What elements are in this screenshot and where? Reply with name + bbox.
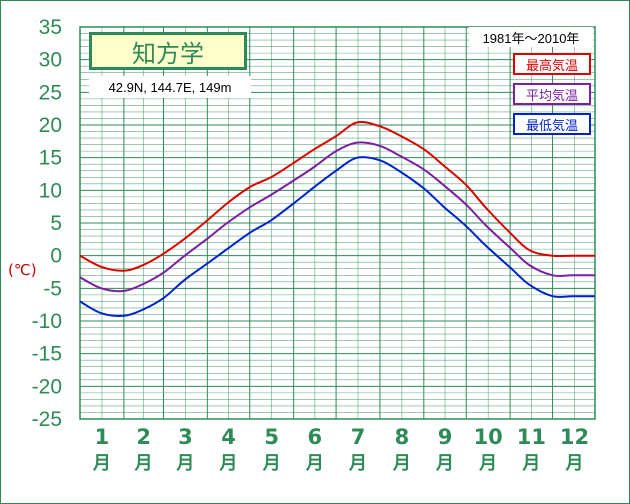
month-number-label: 5 <box>264 425 279 449</box>
month-number-label: 4 <box>221 425 236 449</box>
series-lines <box>79 121 596 317</box>
month-number-label: 1 <box>95 425 110 449</box>
series-line-max <box>79 121 595 272</box>
y-tick-label: 30 <box>39 49 62 72</box>
y-tick-label: 5 <box>50 212 62 235</box>
month-number-label: 12 <box>560 425 589 449</box>
month-suffix-label: 月 <box>478 453 497 474</box>
y-tick-label: -10 <box>32 310 62 333</box>
month-number-label: 7 <box>351 425 366 449</box>
month-suffix-label: 月 <box>348 453 367 474</box>
month-suffix-label: 月 <box>305 453 324 474</box>
y-tick-label: 10 <box>39 179 62 202</box>
month-suffix-label: 月 <box>175 453 194 474</box>
y-axis: 35 30 25 20 15 10 5 0 -5 -10 -15 -20 -25 <box>32 16 62 431</box>
month-number-label: 6 <box>308 425 323 449</box>
month-suffix-label: 月 <box>435 453 454 474</box>
station-coordinates: 42.9N, 144.7E, 149m <box>89 76 251 98</box>
month-number-label: 11 <box>517 425 546 449</box>
month-number-label: 8 <box>395 425 410 449</box>
y-tick-label: 25 <box>39 81 62 104</box>
month-suffix-label: 月 <box>262 453 281 474</box>
month-suffix-label: 月 <box>392 453 411 474</box>
y-tick-label: 20 <box>39 114 62 137</box>
period-label: 1981年〜2010年 <box>469 27 593 47</box>
month-number-label: 2 <box>136 425 151 449</box>
series-line-min <box>79 156 596 317</box>
grid-lines <box>79 26 596 420</box>
y-tick-label: 15 <box>39 147 62 170</box>
month-number-label: 9 <box>438 425 453 449</box>
legend-min-temp: 最低気温 <box>513 113 591 135</box>
series-line-mean <box>79 141 595 293</box>
month-number-label: 3 <box>178 425 193 449</box>
legend-max-temp: 最高気温 <box>513 53 591 75</box>
legend-mean-temp: 平均気温 <box>513 83 591 105</box>
station-title: 知方学 <box>89 32 247 70</box>
month-suffix-label: 月 <box>134 453 153 474</box>
y-tick-label: -25 <box>32 408 62 431</box>
y-tick-label: -20 <box>32 375 62 398</box>
y-axis-unit-label: (℃) <box>8 261 37 279</box>
y-tick-label: -15 <box>32 343 62 366</box>
month-number-label: 10 <box>474 425 503 449</box>
y-tick-label: 0 <box>50 245 62 268</box>
month-suffix-label: 月 <box>564 453 583 474</box>
month-suffix-label: 月 <box>92 453 111 474</box>
month-suffix-label: 月 <box>219 453 238 474</box>
x-axis: 1 月 2 月 3 月 4 月 5 月 6 月 7 月 8 月 9 月 10 月 11 月 12 月 <box>92 425 589 474</box>
y-tick-label: -5 <box>43 277 62 300</box>
month-suffix-label: 月 <box>521 453 540 474</box>
y-tick-label: 35 <box>39 16 62 39</box>
